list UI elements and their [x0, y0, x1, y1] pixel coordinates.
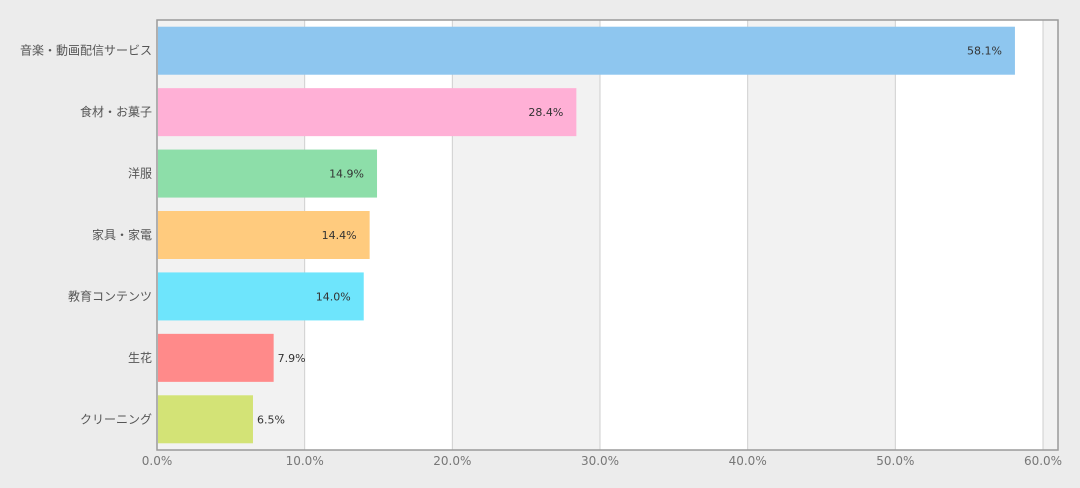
- category-label: 食材・お菓子: [80, 104, 152, 119]
- bar: [158, 211, 370, 259]
- plot-border: [156, 19, 1059, 451]
- x-tick-label: 60.0%: [1024, 454, 1062, 468]
- x-tick-label: 30.0%: [581, 454, 619, 468]
- bar: [158, 149, 378, 198]
- bar: [158, 26, 1015, 75]
- data-label: 14.0%: [316, 290, 351, 303]
- category-label: 洋服: [128, 166, 152, 181]
- data-label: 58.1%: [967, 45, 1002, 58]
- bar: [158, 395, 253, 444]
- category-label: クリーニング: [80, 412, 152, 426]
- category-label: 家具・家電: [92, 227, 152, 242]
- bar: [158, 333, 274, 382]
- plot-band: [895, 20, 1043, 450]
- x-tick-label: 20.0%: [433, 454, 471, 468]
- x-tick-label: 10.0%: [286, 454, 324, 468]
- bar: [158, 272, 364, 321]
- plot-band: [600, 20, 748, 450]
- data-label: 7.9%: [278, 352, 306, 365]
- plot-frame: [156, 19, 1059, 451]
- data-labels: 58.1% 28.4% 14.9% 14.4% 14.0% 7.9% 6.5%: [257, 45, 1002, 427]
- data-label: 14.4%: [322, 229, 357, 242]
- x-tick-label: 40.0%: [729, 454, 767, 468]
- data-label: 28.4%: [528, 106, 563, 119]
- data-label: 14.9%: [329, 168, 364, 181]
- category-label: 教育コンテンツ: [68, 288, 152, 303]
- category-label: 音楽・動画配信サービス: [20, 43, 152, 58]
- x-tick-labels: 0.0% 10.0% 20.0% 30.0% 40.0% 50.0% 60.0%: [142, 454, 1062, 468]
- bars: [158, 26, 1015, 444]
- data-label: 6.5%: [257, 413, 285, 426]
- x-tick-label: 50.0%: [876, 454, 914, 468]
- x-tick-label: 0.0%: [142, 454, 173, 468]
- category-label: 生花: [128, 350, 152, 365]
- bar: [158, 88, 577, 137]
